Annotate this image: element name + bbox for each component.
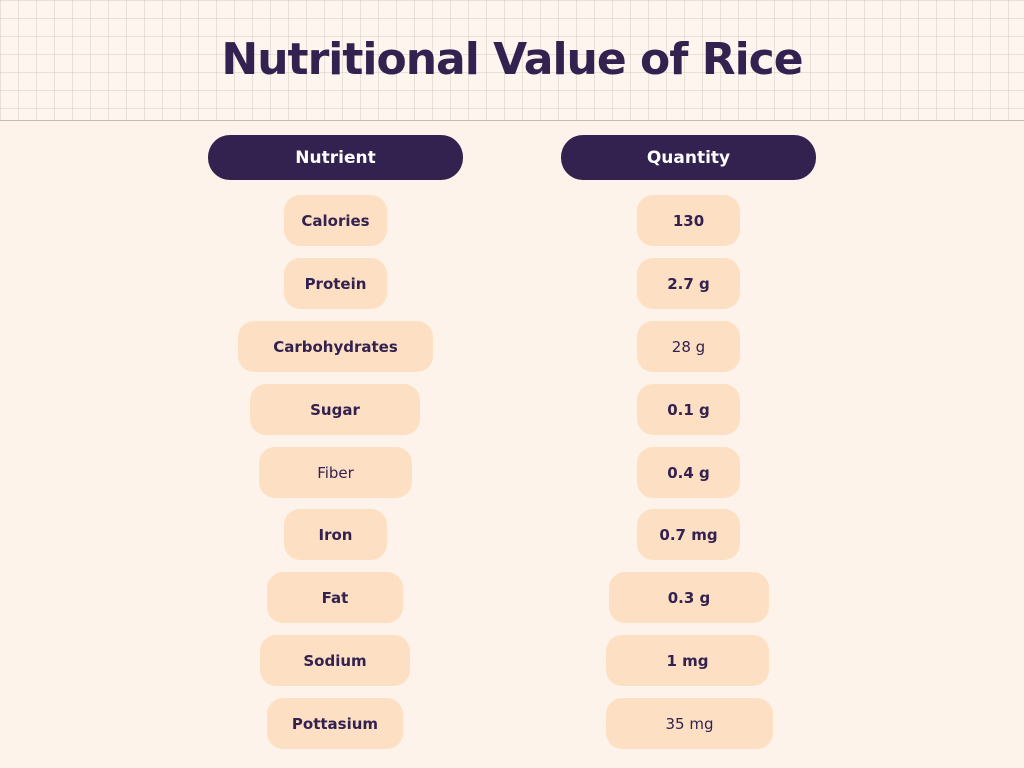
quantity-column-header: Quantity xyxy=(561,135,816,180)
nutrient-column-header: Nutrient xyxy=(208,135,463,180)
nutrient-cell-sugar: Sugar xyxy=(250,384,420,435)
nutrient-cell-calories: Calories xyxy=(284,195,387,246)
nutrient-cell-carbohydrates: Carbohydrates xyxy=(238,321,433,372)
quantity-cell-sugar: 0.1 g xyxy=(637,384,740,435)
nutrient-cell-protein: Protein xyxy=(284,258,387,309)
nutrient-cell-iron: Iron xyxy=(284,509,387,560)
quantity-cell-pottasium: 35 mg xyxy=(606,698,773,749)
header-grid-banner: Nutritional Value of Rice xyxy=(0,0,1024,121)
page-title: Nutritional Value of Rice xyxy=(221,34,803,85)
nutrient-cell-pottasium: Pottasium xyxy=(267,698,403,749)
quantity-cell-iron: 0.7 mg xyxy=(637,509,740,560)
quantity-cell-fat: 0.3 g xyxy=(609,572,769,623)
quantity-cell-calories: 130 xyxy=(637,195,740,246)
quantity-cell-fiber: 0.4 g xyxy=(637,447,740,498)
nutrient-cell-fiber: Fiber xyxy=(259,447,412,498)
nutrient-cell-fat: Fat xyxy=(267,572,403,623)
quantity-cell-protein: 2.7 g xyxy=(637,258,740,309)
quantity-cell-carbohydrates: 28 g xyxy=(637,321,740,372)
nutrient-cell-sodium: Sodium xyxy=(260,635,410,686)
quantity-cell-sodium: 1 mg xyxy=(606,635,769,686)
